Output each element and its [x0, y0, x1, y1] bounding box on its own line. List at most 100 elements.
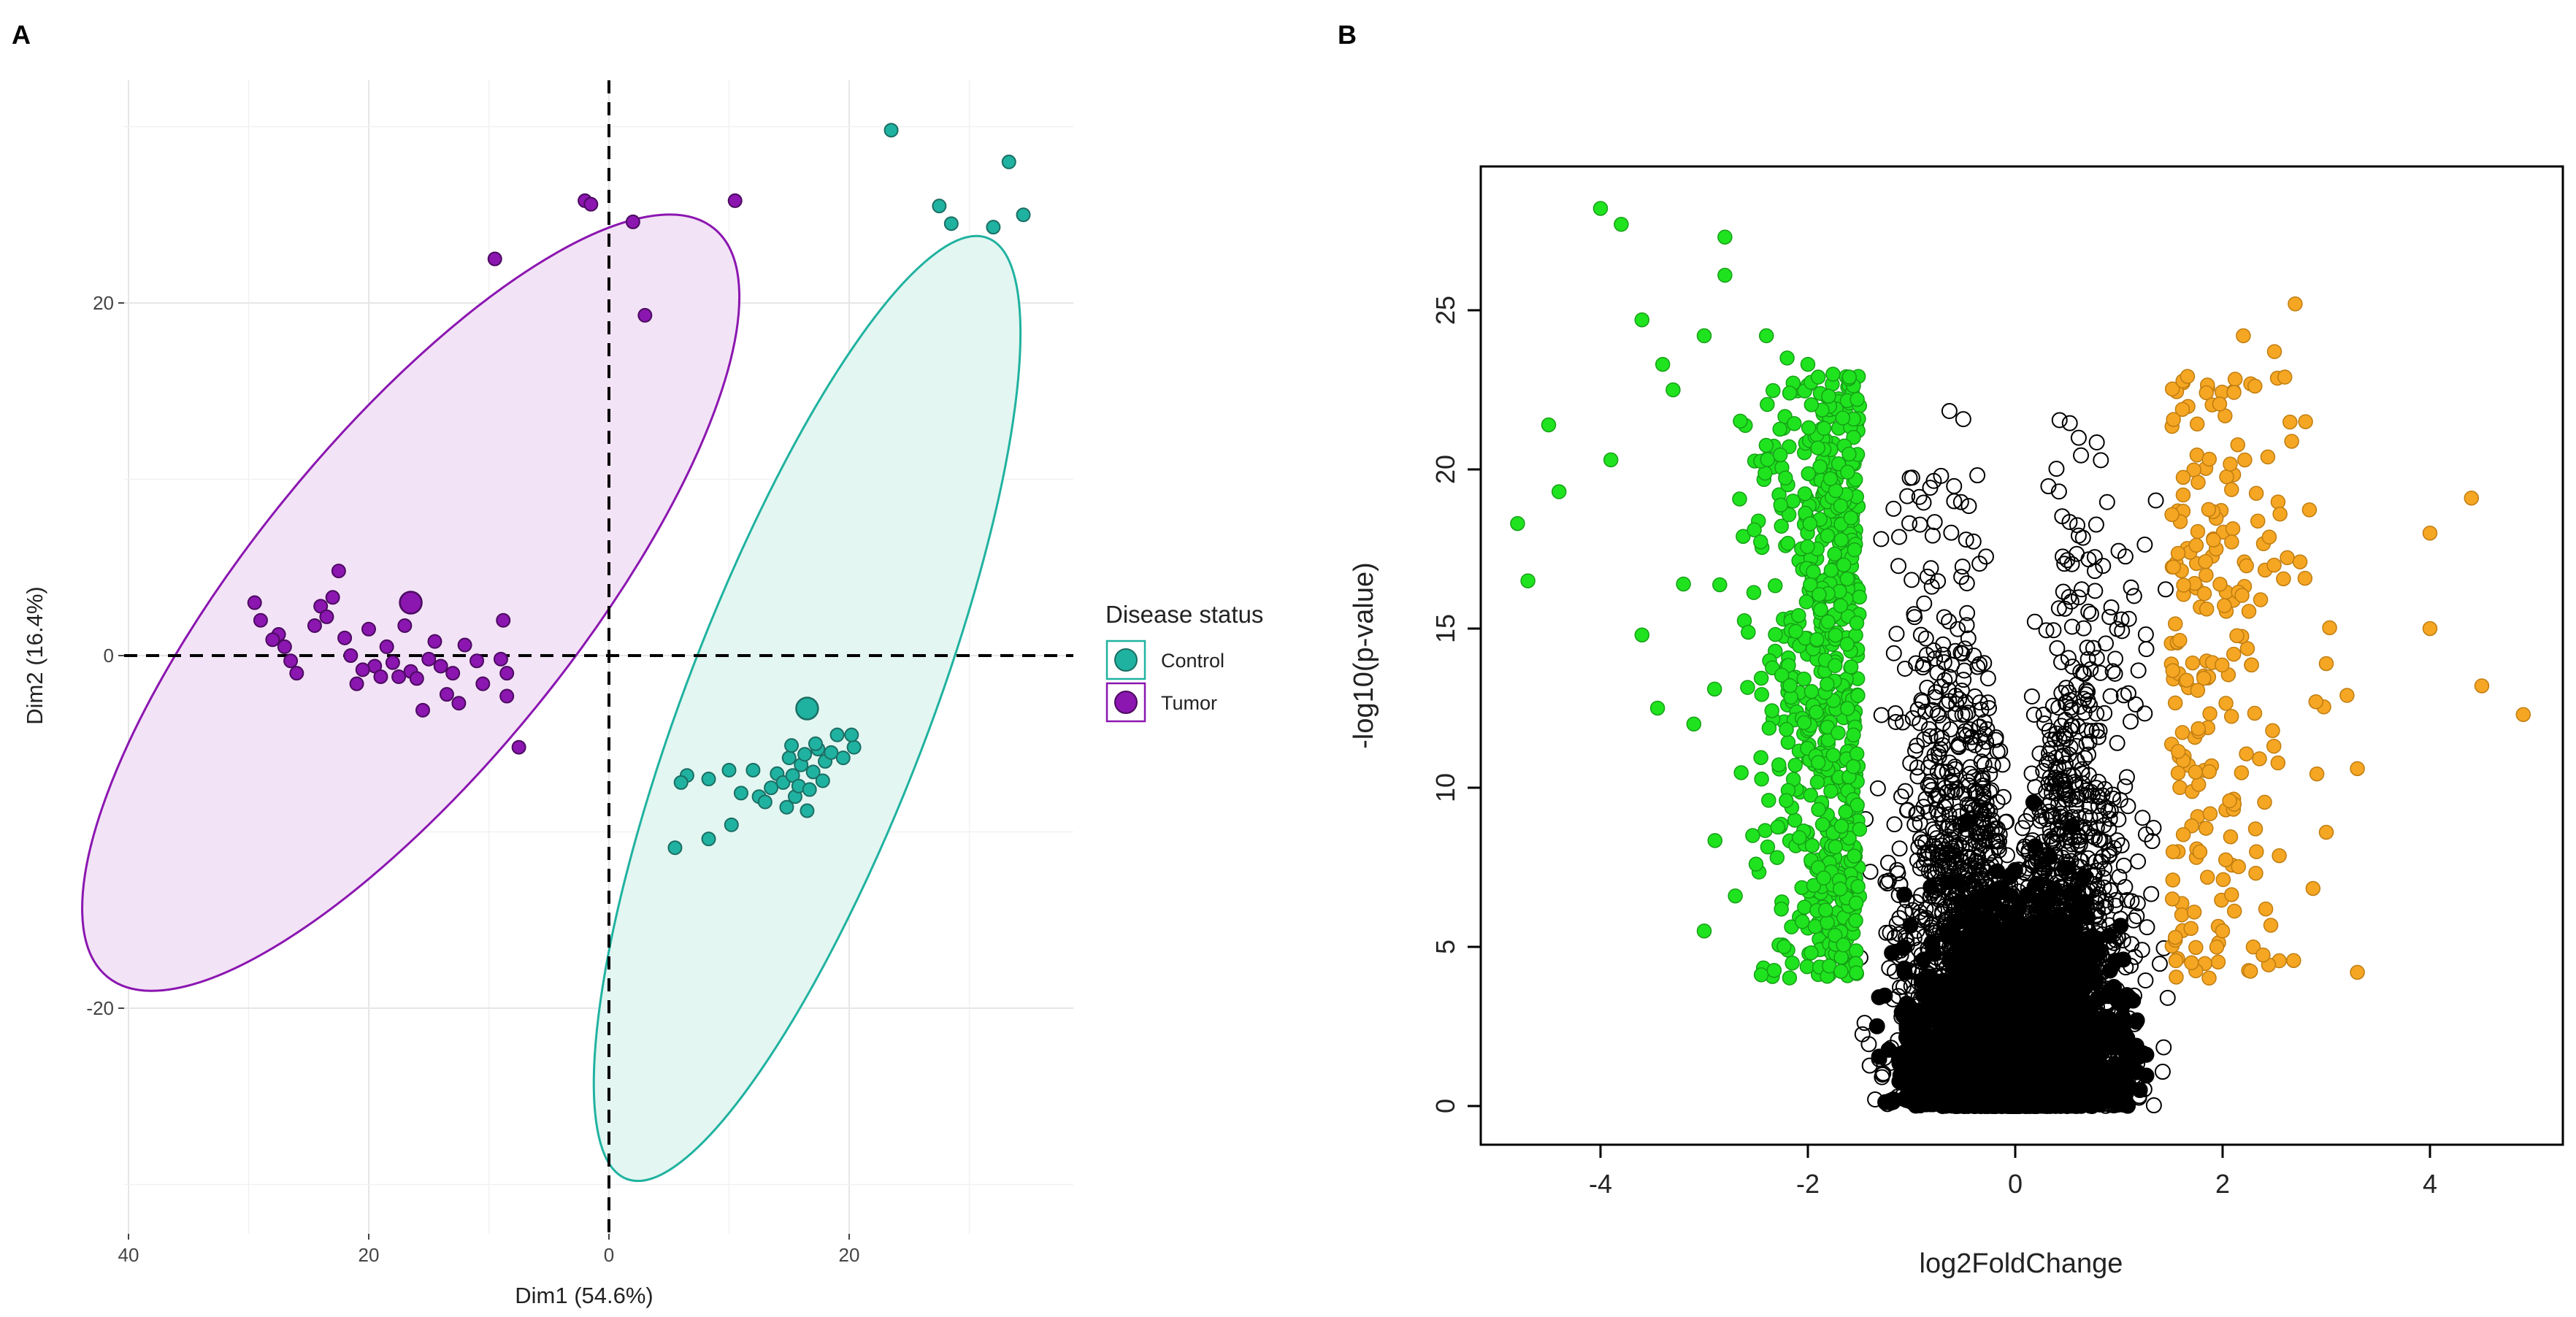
pca-point-tumor: [637, 307, 653, 323]
volcano-point-nonsig: [2136, 705, 2153, 722]
volcano-point-nonsig: [1960, 498, 1977, 515]
volcano-point-nonsig: [2015, 820, 2031, 837]
volcano-point-nonsig: [1885, 645, 1902, 661]
pca-x-tick-label: 20: [839, 1244, 860, 1266]
volcano-point-nonsig: [1934, 737, 1951, 753]
pca-x-tick-label: 40: [118, 1244, 139, 1266]
volcano-point-nonsig: [2118, 769, 2135, 786]
volcano-point-nonsig: [2073, 581, 2090, 598]
volcano-point-nonsig: [2044, 697, 2061, 714]
pca-legend: Disease status Control Tumor: [1105, 601, 1263, 723]
pca-point-tumor: [361, 621, 376, 637]
pca-point-tumor: [391, 669, 407, 684]
pca-zero-lines: [124, 80, 1073, 1234]
pca-x-axis-label: Dim1 (54.6%): [515, 1283, 653, 1308]
volcano-point-nonsig: [2088, 650, 2105, 667]
pca-point-control: [781, 750, 797, 766]
volcano-point-nonsig: [2104, 663, 2121, 680]
volcano-point-nonsig: [1936, 672, 1953, 688]
pca-point-control: [721, 762, 737, 777]
volcano-point-nonsig: [2025, 706, 2042, 723]
legend-label-control: Control: [1161, 650, 1224, 672]
panel-label-b: B: [1338, 20, 1357, 50]
volcano-point-nonsig: [1995, 788, 2012, 805]
pca-point-control: [815, 773, 830, 788]
pca-point-tumor: [277, 639, 292, 654]
pca-ellipses: [81, 213, 1022, 1183]
pca-point-control: [943, 216, 959, 231]
legend-item-control: Control: [1105, 640, 1224, 680]
volcano-point-nonsig: [1887, 714, 1904, 731]
volcano-point-nonsig: [2093, 452, 2109, 469]
volcano-point-nonsig: [1891, 840, 1908, 857]
volcano-point-nonsig: [1885, 500, 1902, 517]
volcano-point-nonsig: [1959, 604, 1976, 621]
pca-point-control: [779, 799, 794, 815]
pca-x-tick-label: 0: [604, 1244, 614, 1266]
volcano-point-nonsig: [2088, 705, 2105, 722]
pca-y-tick-label: 20: [93, 292, 114, 314]
volcano-point-nonsig: [2123, 579, 2139, 596]
pca-point-control: [764, 780, 779, 796]
pca-point-tumor: [727, 193, 743, 208]
volcano-point-nonsig: [1941, 403, 1958, 420]
volcano-point-nonsig: [2073, 853, 2090, 869]
volcano-point-nonsig: [2079, 683, 2096, 700]
pca-point-tumor: [343, 648, 359, 663]
volcano-point-nonsig: [1923, 578, 1940, 595]
volcano-point-nonsig: [2061, 415, 2078, 431]
volcano-point-nonsig: [1979, 670, 1996, 687]
pca-point-tumor: [355, 662, 370, 677]
pca-point-control: [667, 840, 683, 856]
volcano-point-nonsig: [2051, 730, 2068, 747]
volcano-point-nonsig: [1873, 707, 1890, 723]
pca-point-control: [1001, 154, 1016, 169]
volcano-point-nonsig: [1902, 755, 1919, 772]
pca-point-control: [724, 817, 739, 832]
volcano-point-nonsig: [1935, 646, 1952, 663]
pca-point-tumor: [457, 637, 472, 653]
volcano-point-nonsig: [1890, 558, 1907, 575]
pca-point-control: [745, 762, 761, 777]
volcano-point-nonsig: [2130, 853, 2147, 869]
volcano-point-nonsig: [2137, 626, 2154, 643]
pca-point-tumor: [499, 666, 515, 681]
volcano-point-nonsig: [2102, 882, 2119, 899]
pca-point-control: [775, 775, 791, 790]
volcano-point-nonsig: [2082, 810, 2098, 826]
pca-point-control: [808, 736, 823, 751]
pca-point-control: [846, 740, 862, 755]
volcano-point-nonsig: [2051, 412, 2068, 429]
pca-point-tumor: [307, 618, 322, 633]
pca-point-control: [802, 782, 817, 797]
legend-title: Disease status: [1105, 601, 1263, 628]
volcano-point-nonsig: [2123, 893, 2140, 910]
volcano-point-nonsig: [2063, 618, 2080, 635]
pca-point-tumor: [379, 639, 394, 654]
volcano-point-nonsig: [2109, 734, 2125, 751]
pca-point-tumor: [499, 688, 515, 704]
pca-point-control: [733, 786, 748, 801]
volcano-point-nonsig: [1947, 705, 1964, 722]
volcano-point-nonsig: [1869, 780, 1886, 796]
legend-dot-control: [1114, 648, 1138, 672]
pca-point-tumor: [373, 669, 388, 684]
pca-point-control: [1016, 207, 1031, 223]
pca-point-control: [835, 750, 851, 766]
volcano-point-nonsig: [2078, 722, 2095, 739]
volcano-point-nonsig: [2090, 798, 2107, 815]
volcano-point-nonsig: [1936, 609, 1952, 626]
volcano-point-nonsig: [2079, 650, 2096, 667]
pca-point-control: [805, 764, 821, 780]
pca-y-tick-label: 0: [104, 645, 114, 667]
pca-points: [247, 123, 1031, 856]
pca-point-tumor: [427, 634, 442, 649]
pca-point-tumor: [583, 196, 599, 212]
pca-y-tick-label: -20: [86, 997, 114, 1019]
pca-point-control: [829, 727, 845, 742]
volcano-point-nonsig: [2128, 907, 2145, 924]
pca-point-tumor: [421, 651, 437, 667]
volcano-point-nonsig: [1941, 613, 1958, 630]
volcano-point-nonsig: [1904, 572, 1920, 588]
